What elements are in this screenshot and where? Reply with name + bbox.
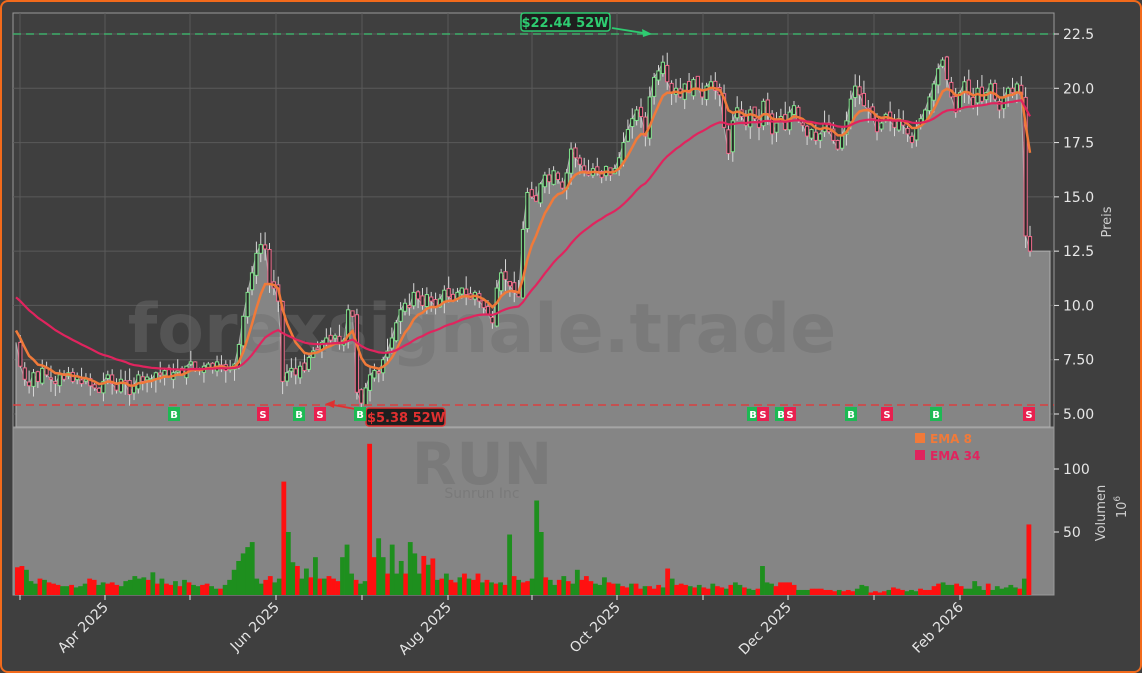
svg-text:S: S — [316, 410, 323, 421]
svg-text:B: B — [932, 410, 940, 421]
buy-signal-marker: B — [168, 407, 180, 421]
volume-bars — [15, 443, 1032, 595]
ema-8-line — [14, 86, 1032, 387]
sell-signal-marker: S — [257, 407, 269, 421]
svg-text:Jun 2025: Jun 2025 — [227, 600, 283, 656]
buy-signal-marker: B — [354, 407, 366, 421]
svg-text:20.0: 20.0 — [1063, 81, 1094, 97]
svg-text:B: B — [847, 410, 855, 421]
svg-text:S: S — [759, 410, 766, 421]
svg-text:S: S — [1025, 410, 1032, 421]
svg-text:B: B — [295, 410, 303, 421]
svg-text:10.0: 10.0 — [1063, 298, 1094, 314]
svg-text:50: 50 — [1063, 525, 1081, 541]
svg-text:B: B — [777, 410, 785, 421]
svg-text:B: B — [749, 410, 757, 421]
svg-text:15.0: 15.0 — [1063, 190, 1094, 206]
watermark-company: Sunrun Inc — [444, 486, 519, 502]
volume-axis: 100 50 — [1054, 462, 1090, 541]
svg-text:100: 100 — [1063, 462, 1090, 478]
svg-text:S: S — [259, 410, 266, 421]
sell-signal-marker: S — [314, 407, 326, 421]
svg-text:Dec 2025: Dec 2025 — [736, 600, 795, 659]
time-axis: Apr 2025 Jun 2025 Aug 2025 Oct 2025 Dec 2025… — [19, 595, 967, 659]
svg-text:5.00: 5.00 — [1063, 407, 1094, 423]
price-axis: 22.5 20.0 17.5 15.0 12.5 10.0 7.50 5.00 — [1054, 27, 1094, 423]
buy-signal-marker: B — [930, 407, 942, 421]
volume-axis-unit: 106 — [1113, 496, 1130, 519]
svg-text:B: B — [170, 410, 178, 421]
svg-text:7.50: 7.50 — [1063, 353, 1094, 369]
sell-signal-marker: S — [784, 407, 796, 421]
sell-signal-marker: S — [757, 407, 769, 421]
sell-signal-marker: S — [881, 407, 893, 421]
svg-text:12.5: 12.5 — [1063, 244, 1094, 260]
low-52w-label: $5.38 52W — [367, 411, 445, 426]
candlesticks — [18, 52, 1033, 409]
svg-text:17.5: 17.5 — [1063, 136, 1094, 152]
legend-ema-8: EMA 8 — [930, 432, 972, 446]
high-52w-annotation: $22.44 52W — [520, 12, 652, 37]
volume-panel — [12, 427, 1055, 596]
watermark-symbol: RUN — [412, 430, 552, 498]
buy-signal-marker: B — [845, 407, 857, 421]
high-52w-label: $22.44 52W — [521, 16, 608, 31]
legend-ema-34: EMA 34 — [930, 449, 980, 463]
svg-text:B: B — [356, 410, 364, 421]
buy-signal-marker: B — [293, 407, 305, 421]
buy-signal-marker: B — [747, 407, 759, 421]
ema-34-line — [15, 99, 1031, 371]
svg-text:Oct 2025: Oct 2025 — [567, 600, 624, 657]
sell-signal-marker: S — [1023, 407, 1035, 421]
price-axis-label: Preis — [1100, 206, 1115, 237]
svg-text:S: S — [786, 410, 793, 421]
svg-text:Feb 2026: Feb 2026 — [910, 599, 967, 656]
svg-text:Apr 2025: Apr 2025 — [55, 600, 112, 657]
svg-text:S: S — [883, 410, 890, 421]
legend: EMA 8 EMA 34 — [915, 432, 980, 463]
volume-axis-label: Volumen — [1094, 485, 1109, 542]
svg-text:22.5: 22.5 — [1063, 27, 1094, 43]
svg-text:Aug 2025: Aug 2025 — [396, 600, 455, 659]
